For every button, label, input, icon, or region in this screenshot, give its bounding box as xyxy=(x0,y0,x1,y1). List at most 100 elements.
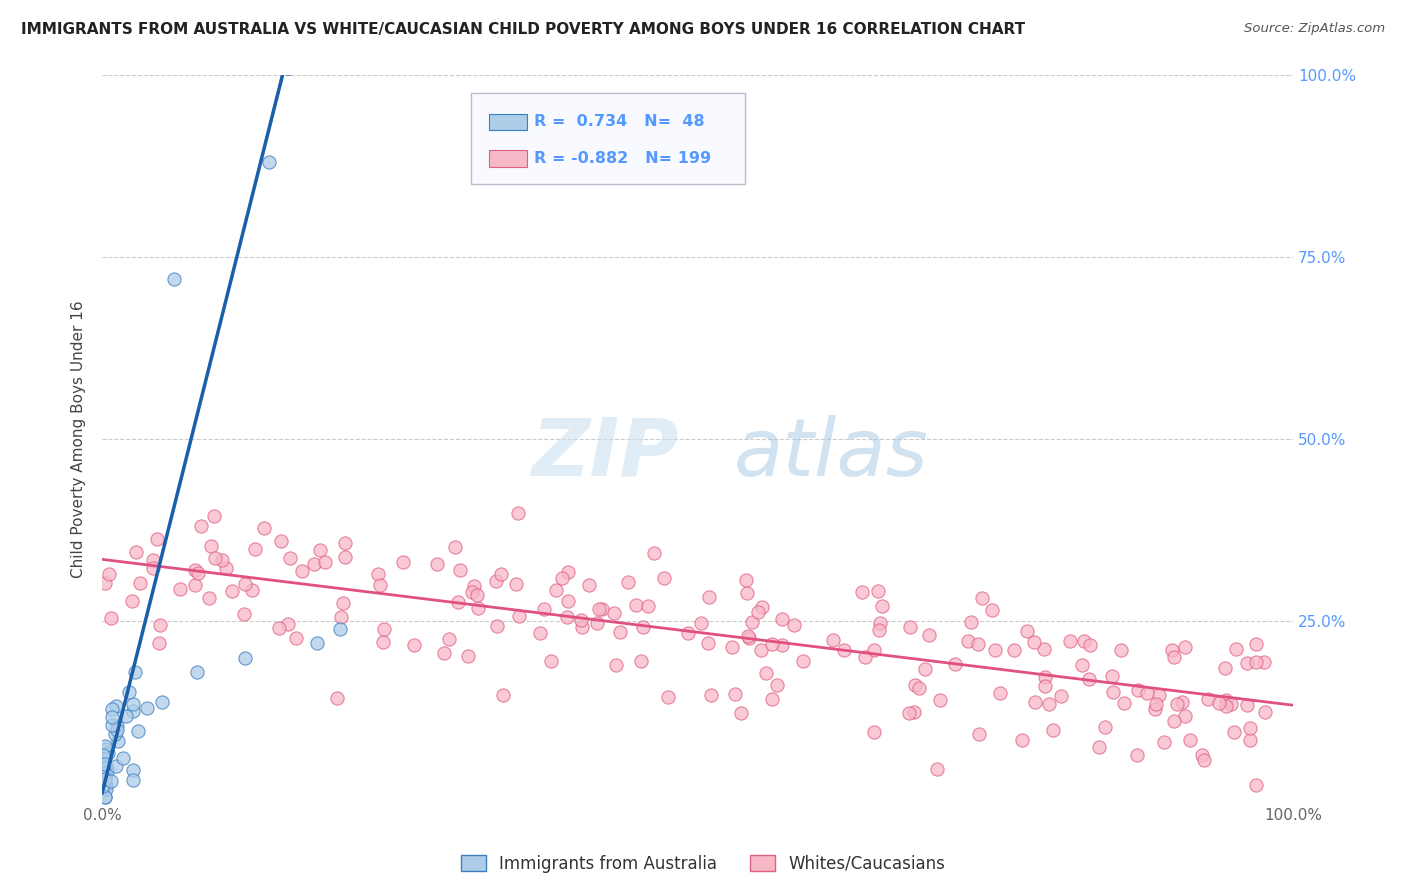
Point xyxy=(150,694,173,708)
Point xyxy=(125,545,148,559)
Point xyxy=(1191,747,1213,762)
Point xyxy=(571,620,593,634)
Point xyxy=(200,539,222,553)
Legend: Immigrants from Australia, Whites/Caucasians: Immigrants from Australia, Whites/Caucas… xyxy=(454,848,952,880)
Point xyxy=(163,271,186,285)
Point xyxy=(1223,725,1246,739)
Point xyxy=(588,602,610,616)
Point xyxy=(465,588,488,602)
Point xyxy=(1208,696,1230,710)
Point xyxy=(124,665,146,679)
Point xyxy=(1101,669,1123,683)
Point xyxy=(302,557,325,571)
Point xyxy=(697,590,720,604)
Point xyxy=(183,563,205,577)
Point xyxy=(851,585,873,599)
Point xyxy=(761,691,783,706)
Point xyxy=(233,607,256,621)
Point xyxy=(461,584,484,599)
Point xyxy=(1114,696,1136,710)
Point xyxy=(898,706,921,720)
Point xyxy=(1078,638,1101,652)
Point xyxy=(121,772,143,787)
Point xyxy=(142,561,165,575)
Point xyxy=(1178,733,1201,747)
Point xyxy=(93,760,115,774)
Point xyxy=(730,706,752,721)
Point xyxy=(1225,642,1247,657)
Point xyxy=(783,618,806,632)
Point xyxy=(747,605,769,619)
Point xyxy=(657,690,679,705)
Point xyxy=(1050,690,1073,704)
Point xyxy=(467,601,489,615)
Point xyxy=(969,727,991,741)
Point xyxy=(1236,656,1258,670)
Point xyxy=(591,601,613,615)
Point xyxy=(443,540,465,554)
Point xyxy=(233,650,256,665)
Text: IMMIGRANTS FROM AUSTRALIA VS WHITE/CAUCASIAN CHILD POVERTY AMONG BOYS UNDER 16 C: IMMIGRANTS FROM AUSTRALIA VS WHITE/CAUCA… xyxy=(21,22,1025,37)
Point xyxy=(373,635,395,649)
Point xyxy=(988,686,1011,700)
Point xyxy=(943,657,966,671)
Point xyxy=(540,655,562,669)
Point xyxy=(100,774,122,789)
Point xyxy=(956,633,979,648)
Point xyxy=(94,756,117,771)
Point xyxy=(326,690,349,705)
Point xyxy=(335,536,357,550)
Point xyxy=(749,643,772,657)
Point xyxy=(1161,643,1184,657)
Point xyxy=(908,681,931,696)
Text: atlas: atlas xyxy=(734,415,928,492)
Point xyxy=(457,648,479,663)
Point xyxy=(305,636,328,650)
Point xyxy=(333,550,356,565)
Point xyxy=(105,718,128,732)
Point xyxy=(291,565,314,579)
Point xyxy=(1244,655,1267,669)
Point xyxy=(253,521,276,535)
Point xyxy=(1171,695,1194,709)
Point xyxy=(1197,692,1219,706)
Point xyxy=(863,643,886,657)
Point xyxy=(1192,753,1215,767)
Point xyxy=(609,625,631,640)
Point xyxy=(1024,635,1046,649)
Point xyxy=(169,582,191,596)
Point xyxy=(605,658,627,673)
Point xyxy=(1174,709,1197,723)
Point xyxy=(690,616,713,631)
Point xyxy=(121,697,143,711)
Point xyxy=(277,617,299,632)
Point xyxy=(463,578,485,592)
Point xyxy=(1032,641,1054,656)
Point xyxy=(118,685,141,699)
Point xyxy=(243,542,266,557)
Point xyxy=(624,598,647,612)
FancyBboxPatch shape xyxy=(489,151,527,167)
Point xyxy=(770,612,793,626)
Point xyxy=(94,789,117,804)
Point xyxy=(101,718,124,732)
Point xyxy=(1163,714,1185,728)
Point xyxy=(903,705,925,719)
Point xyxy=(426,557,449,571)
Point xyxy=(1070,658,1092,673)
Point xyxy=(373,623,395,637)
Point xyxy=(186,665,208,680)
Point xyxy=(447,595,470,609)
Point xyxy=(724,687,747,701)
Point xyxy=(981,602,1004,616)
Point xyxy=(437,632,460,646)
Point xyxy=(735,586,758,600)
Point xyxy=(1128,683,1150,698)
Point xyxy=(105,723,128,737)
Point xyxy=(148,618,170,632)
Point xyxy=(96,741,118,756)
Point xyxy=(104,759,127,773)
Point xyxy=(1215,692,1237,706)
Point xyxy=(329,622,352,636)
Point xyxy=(1239,733,1261,747)
